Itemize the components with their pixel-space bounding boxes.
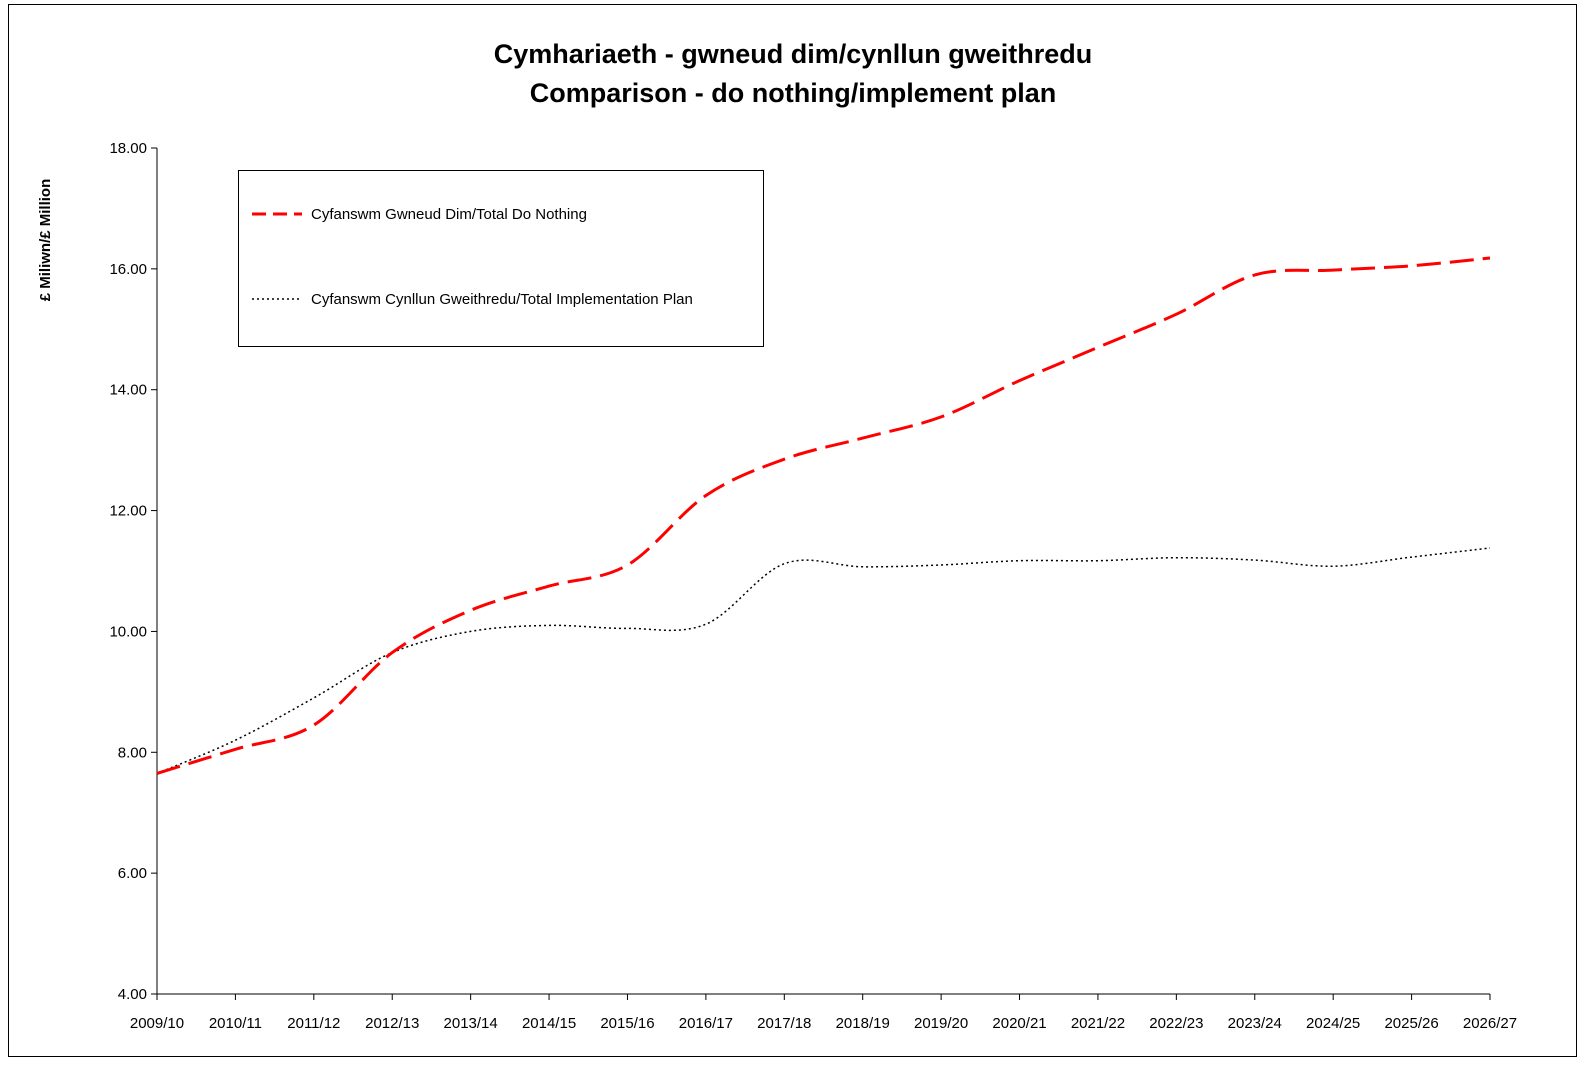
x-tick-label: 2012/13 [365,1015,419,1032]
x-tick-label: 2018/19 [836,1015,890,1032]
y-axis-title: £ Miliwn/£ Million [37,179,54,302]
y-tick-label: 12.00 [109,503,147,520]
series-line-do-nothing [156,256,1491,775]
x-tick-label: 2014/15 [522,1015,576,1032]
y-axis-ticks: 4.00 6.00 8.00 10.00 12.00 14.00 16.00 18.00 [109,140,157,1003]
x-tick-label: 2010/11 [209,1015,262,1032]
x-tick-label: 2026/27 [1463,1015,1517,1032]
y-tick-label: 16.00 [109,261,147,278]
x-tick-label: 2025/26 [1384,1015,1438,1032]
x-tick-label: 2024/25 [1306,1015,1360,1032]
y-tick-label: 4.00 [118,986,147,1003]
x-tick-label: 2019/20 [914,1015,968,1032]
x-tick-label: 2020/21 [992,1015,1046,1032]
series-lines [156,256,1491,775]
x-tick-label: 2011/12 [287,1015,340,1032]
x-tick-label: 2015/16 [600,1015,654,1032]
x-tick-label: 2013/14 [444,1015,498,1032]
chart-subtitle: Comparison - do nothing/implement plan [530,78,1057,108]
y-tick-label: 18.00 [109,140,147,157]
y-tick-label: 6.00 [118,865,147,882]
x-tick-label: 2017/18 [757,1015,811,1032]
chart-title: Cymhariaeth - gwneud dim/cynllun gweithr… [494,39,1093,69]
x-axis-ticks: 2009/10 2010/11 2011/12 2012/13 2013/14 2014/… [130,994,1517,1032]
legend-label-do-nothing: Cyfanswm Gwneud Dim/Total Do Nothing [311,206,587,223]
y-tick-label: 10.00 [109,623,147,640]
x-tick-label: 2023/24 [1228,1015,1282,1032]
y-tick-label: 8.00 [118,744,147,761]
x-tick-label: 2022/23 [1149,1015,1203,1032]
legend-label-implementation-plan: Cyfanswm Cynllun Gweithredu/Total Implem… [311,291,693,308]
legend: Cyfanswm Gwneud Dim/Total Do Nothing Cyf… [238,170,764,347]
x-tick-label: 2021/22 [1071,1015,1125,1032]
x-tick-label: 2016/17 [679,1015,733,1032]
chart-border [8,4,1577,1057]
y-tick-label: 14.00 [109,382,147,399]
x-tick-label: 2009/10 [130,1015,184,1032]
legend-box [238,170,764,347]
